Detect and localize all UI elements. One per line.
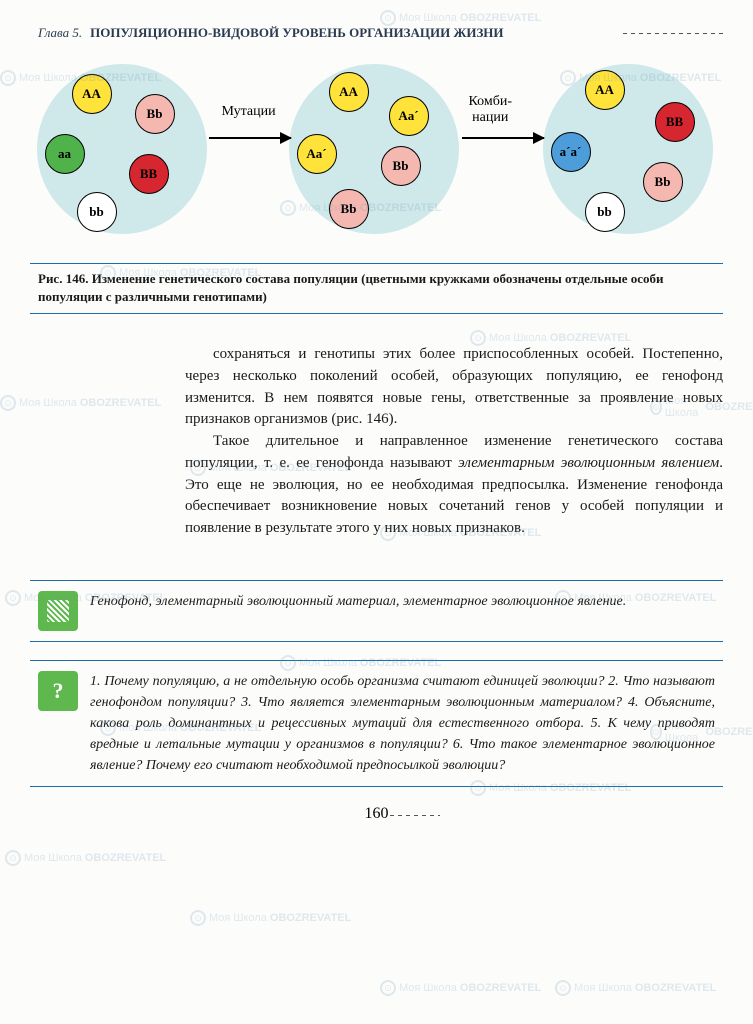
genotype-circle: Bb: [381, 146, 421, 186]
genotype-circle: AA: [585, 70, 625, 110]
chapter-header: Глава 5. ПОПУЛЯЦИОННО-ВИДОВОЙ УРОВЕНЬ ОР…: [30, 25, 723, 41]
page-number: 160: [30, 805, 723, 823]
population-2: AA Aa´ Aa´ Bb Bb: [289, 64, 459, 234]
genotype-circle: bb: [585, 192, 625, 232]
paragraph-1: сохраняться и генотипы этих более приспо…: [185, 344, 723, 431]
population-3: AA BB a´a´ Bbbb: [543, 64, 713, 234]
arrow-icon: [462, 137, 544, 139]
genotype-circle: BB: [129, 154, 169, 194]
genotype-circle: Bb: [329, 189, 369, 229]
genotype-circle: Bb: [643, 162, 683, 202]
genotype-circle: Aa´: [297, 134, 337, 174]
chapter-label: Глава 5.: [38, 25, 82, 41]
genotype-circle: Bb: [135, 94, 175, 134]
questions-callout: ? 1. Почему популяцию, а не отдельную ос…: [30, 660, 723, 787]
terms-callout: Генофонд, элементарный эволюционный мате…: [30, 580, 723, 642]
paragraph-2: Такое длительное и направленное изменени…: [185, 431, 723, 540]
population-1: AA Bb aa BB bb: [37, 64, 207, 234]
terms-text: Генофонд, элементарный эволюционный мате…: [90, 591, 626, 612]
arrow-icon: [209, 137, 291, 139]
genotype-circle: a´a´: [551, 132, 591, 172]
label-mutations: Мутации: [222, 104, 276, 120]
pencil-icon: [38, 591, 78, 631]
header-rule: [623, 33, 723, 34]
genetics-diagram: AABbaaBBbbAAAa´Aa´BbBbAABBa´a´BbbbМутаци…: [37, 59, 717, 249]
body-text: сохраняться и генотипы этих более приспо…: [185, 344, 723, 540]
chapter-title: ПОПУЛЯЦИОННО-ВИДОВОЙ УРОВЕНЬ ОРГАНИЗАЦИИ…: [90, 25, 615, 41]
genotype-circle: BB: [655, 102, 695, 142]
questions-text: 1. Почему популяцию, а не отдельную особ…: [90, 671, 715, 776]
genotype-circle: aa: [45, 134, 85, 174]
label-combinations: Комби- нации: [469, 94, 513, 126]
genotype-circle: AA: [72, 74, 112, 114]
genotype-circle: AA: [329, 72, 369, 112]
question-icon: ?: [38, 671, 78, 711]
figure-caption: Рис. 146. Изменение генетического состав…: [30, 263, 723, 314]
genotype-circle: Aa´: [389, 96, 429, 136]
page-content: Глава 5. ПОПУЛЯЦИОННО-ВИДОВОЙ УРОВЕНЬ ОР…: [0, 0, 753, 843]
genotype-circle: bb: [77, 192, 117, 232]
